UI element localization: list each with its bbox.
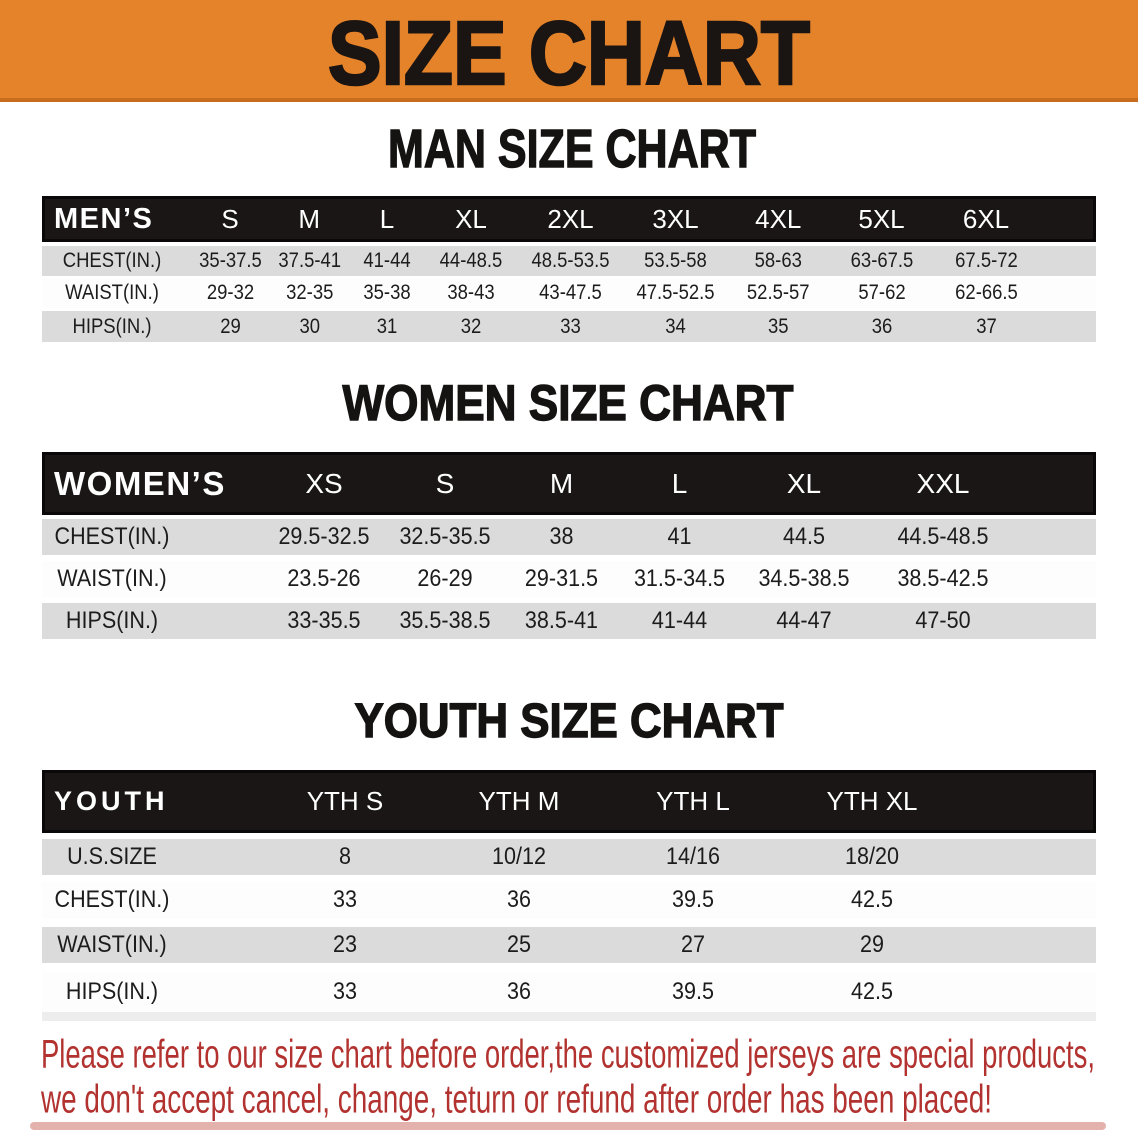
svg-text:MAN SIZE CHART: MAN SIZE CHART bbox=[388, 119, 756, 179]
svg-text:SIZE CHART: SIZE CHART bbox=[328, 4, 810, 102]
svg-text:Please refer to our size chart: Please refer to our size chart before or… bbox=[41, 1033, 1095, 1077]
svg-text:we don't accept cancel, change: we don't accept cancel, change, teturn o… bbox=[40, 1078, 992, 1122]
svg-text:YOUTH SIZE CHART: YOUTH SIZE CHART bbox=[355, 695, 784, 748]
svg-text:WOMEN SIZE CHART: WOMEN SIZE CHART bbox=[343, 375, 794, 431]
